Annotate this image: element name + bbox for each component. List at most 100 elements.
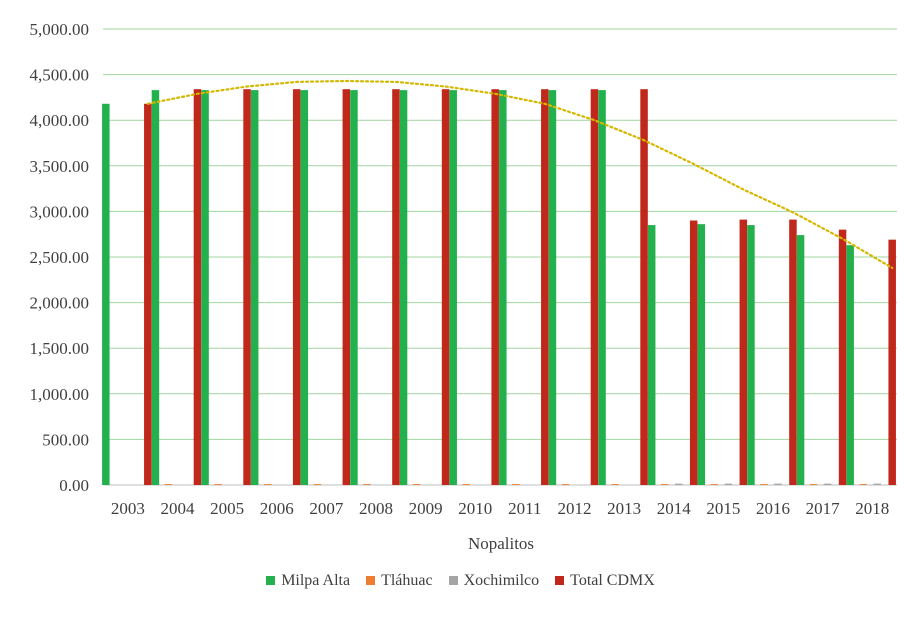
legend-item: Milpa Alta — [266, 572, 350, 590]
bar-xochimilco — [674, 483, 683, 485]
y-tick-label: 3,000.00 — [30, 202, 90, 221]
legend-swatch — [366, 576, 376, 586]
y-tick-label: 1,000.00 — [30, 385, 90, 404]
legend-swatch — [266, 576, 276, 586]
bar-tl-huac — [512, 484, 520, 485]
y-axis-tick-labels: 0.00 500.00 1,000.00 1,500.00 2,000.00 2,500.… — [30, 20, 90, 495]
bar-tl-huac — [263, 484, 272, 485]
x-tick-label: 2018 — [855, 499, 889, 518]
trendline — [146, 79, 894, 269]
bar-tl-huac — [462, 484, 470, 485]
y-tick-label: 2,500.00 — [30, 248, 90, 267]
bar-milpa-alta — [300, 90, 309, 485]
bar-total-cdmx — [888, 239, 896, 485]
bar-milpa-alta — [151, 90, 160, 485]
bar-total-cdmx — [640, 89, 648, 485]
legend-label: Tláhuac — [381, 572, 433, 590]
bar-tl-huac — [214, 484, 222, 485]
bar-tl-huac — [660, 484, 669, 485]
bar-tl-huac — [561, 484, 570, 485]
x-tick-label: 2006 — [260, 499, 294, 518]
bar-tl-huac — [164, 484, 173, 485]
legend-item: Tláhuac — [366, 572, 433, 590]
bar-xochimilco — [724, 483, 733, 485]
y-tick-label: 5,000.00 — [30, 20, 90, 39]
x-tick-label: 2015 — [706, 499, 740, 518]
x-tick-label: 2009 — [409, 499, 443, 518]
x-tick-label: 2013 — [607, 499, 641, 518]
bar-total-cdmx — [541, 89, 549, 485]
legend-swatch — [555, 576, 565, 586]
bar-milpa-alta — [697, 224, 706, 485]
bar-tl-huac — [760, 484, 768, 485]
bar-tl-huac — [412, 484, 421, 485]
bar-milpa-alta — [102, 103, 110, 485]
x-tick-label: 2010 — [458, 499, 492, 518]
bar-total-cdmx — [342, 89, 351, 485]
bar-total-cdmx — [292, 89, 301, 485]
x-tick-label: 2014 — [657, 499, 692, 518]
x-tick-label: 2004 — [160, 499, 195, 518]
x-axis-title: Nopalitos — [468, 534, 534, 553]
bar-total-cdmx — [838, 229, 847, 485]
bar-total-cdmx — [193, 89, 202, 485]
legend-swatch — [448, 576, 458, 586]
y-tick-label: 2,000.00 — [30, 294, 90, 313]
bar-tl-huac — [611, 484, 619, 485]
legend: Milpa Alta Tláhuac Xochimilco Total CDMX — [0, 572, 921, 590]
x-axis-tick-labels: 2003 2004 2005 2006 2007 2008 2009 2010 2011 2012… — [111, 499, 889, 518]
x-tick-label: 2008 — [359, 499, 393, 518]
y-tick-label: 3,500.00 — [30, 157, 90, 176]
bar-milpa-alta — [598, 90, 606, 485]
bar-milpa-alta — [499, 90, 507, 485]
bar-total-cdmx — [392, 89, 400, 485]
legend-item: Xochimilco — [448, 572, 540, 590]
bar-total-cdmx — [739, 219, 748, 485]
bar-tl-huac — [859, 484, 867, 485]
bar-xochimilco — [873, 483, 881, 485]
bar-tl-huac — [363, 484, 371, 485]
bar-total-cdmx — [590, 89, 599, 485]
x-tick-label: 2011 — [508, 499, 541, 518]
legend-label: Milpa Alta — [281, 572, 351, 590]
x-tick-label: 2007 — [309, 499, 344, 518]
bar-milpa-alta — [647, 225, 656, 485]
bar-total-cdmx — [689, 220, 698, 485]
bar-milpa-alta — [201, 90, 209, 485]
bar-xochimilco — [774, 483, 782, 485]
y-tick-label: 4,000.00 — [30, 111, 90, 130]
bar-total-cdmx — [243, 89, 251, 485]
bar-milpa-alta — [449, 90, 457, 485]
y-tick-label: 4,500.00 — [30, 66, 90, 85]
y-tick-label: 0.00 — [59, 476, 89, 495]
y-tick-label: 1,500.00 — [30, 339, 90, 358]
bar-milpa-alta — [350, 90, 358, 485]
bar-total-cdmx — [441, 89, 450, 485]
bar-tl-huac — [710, 484, 719, 485]
bar-tl-huac — [313, 484, 322, 485]
x-tick-label: 2005 — [210, 499, 244, 518]
bar-milpa-alta — [846, 245, 854, 485]
bar-milpa-alta — [548, 90, 557, 485]
x-tick-label: 2003 — [111, 499, 145, 518]
y-tick-label: 500.00 — [42, 430, 89, 449]
bar-milpa-alta — [250, 90, 259, 485]
bar-milpa-alta — [747, 225, 755, 485]
legend-label: Total CDMX — [570, 572, 655, 590]
legend-label: Xochimilco — [463, 572, 540, 590]
x-tick-label: 2012 — [557, 499, 591, 518]
bars — [102, 89, 896, 485]
bar-total-cdmx — [144, 103, 152, 485]
bar-milpa-alta — [399, 90, 408, 485]
trendline-layer — [146, 79, 894, 269]
bar-total-cdmx — [491, 89, 499, 485]
bar-xochimilco — [823, 483, 832, 485]
bar-tl-huac — [809, 484, 818, 485]
x-tick-label: 2016 — [756, 499, 790, 518]
x-tick-label: 2017 — [806, 499, 841, 518]
bar-milpa-alta — [796, 235, 805, 485]
bar-total-cdmx — [789, 219, 797, 485]
legend-item: Total CDMX — [555, 572, 655, 590]
